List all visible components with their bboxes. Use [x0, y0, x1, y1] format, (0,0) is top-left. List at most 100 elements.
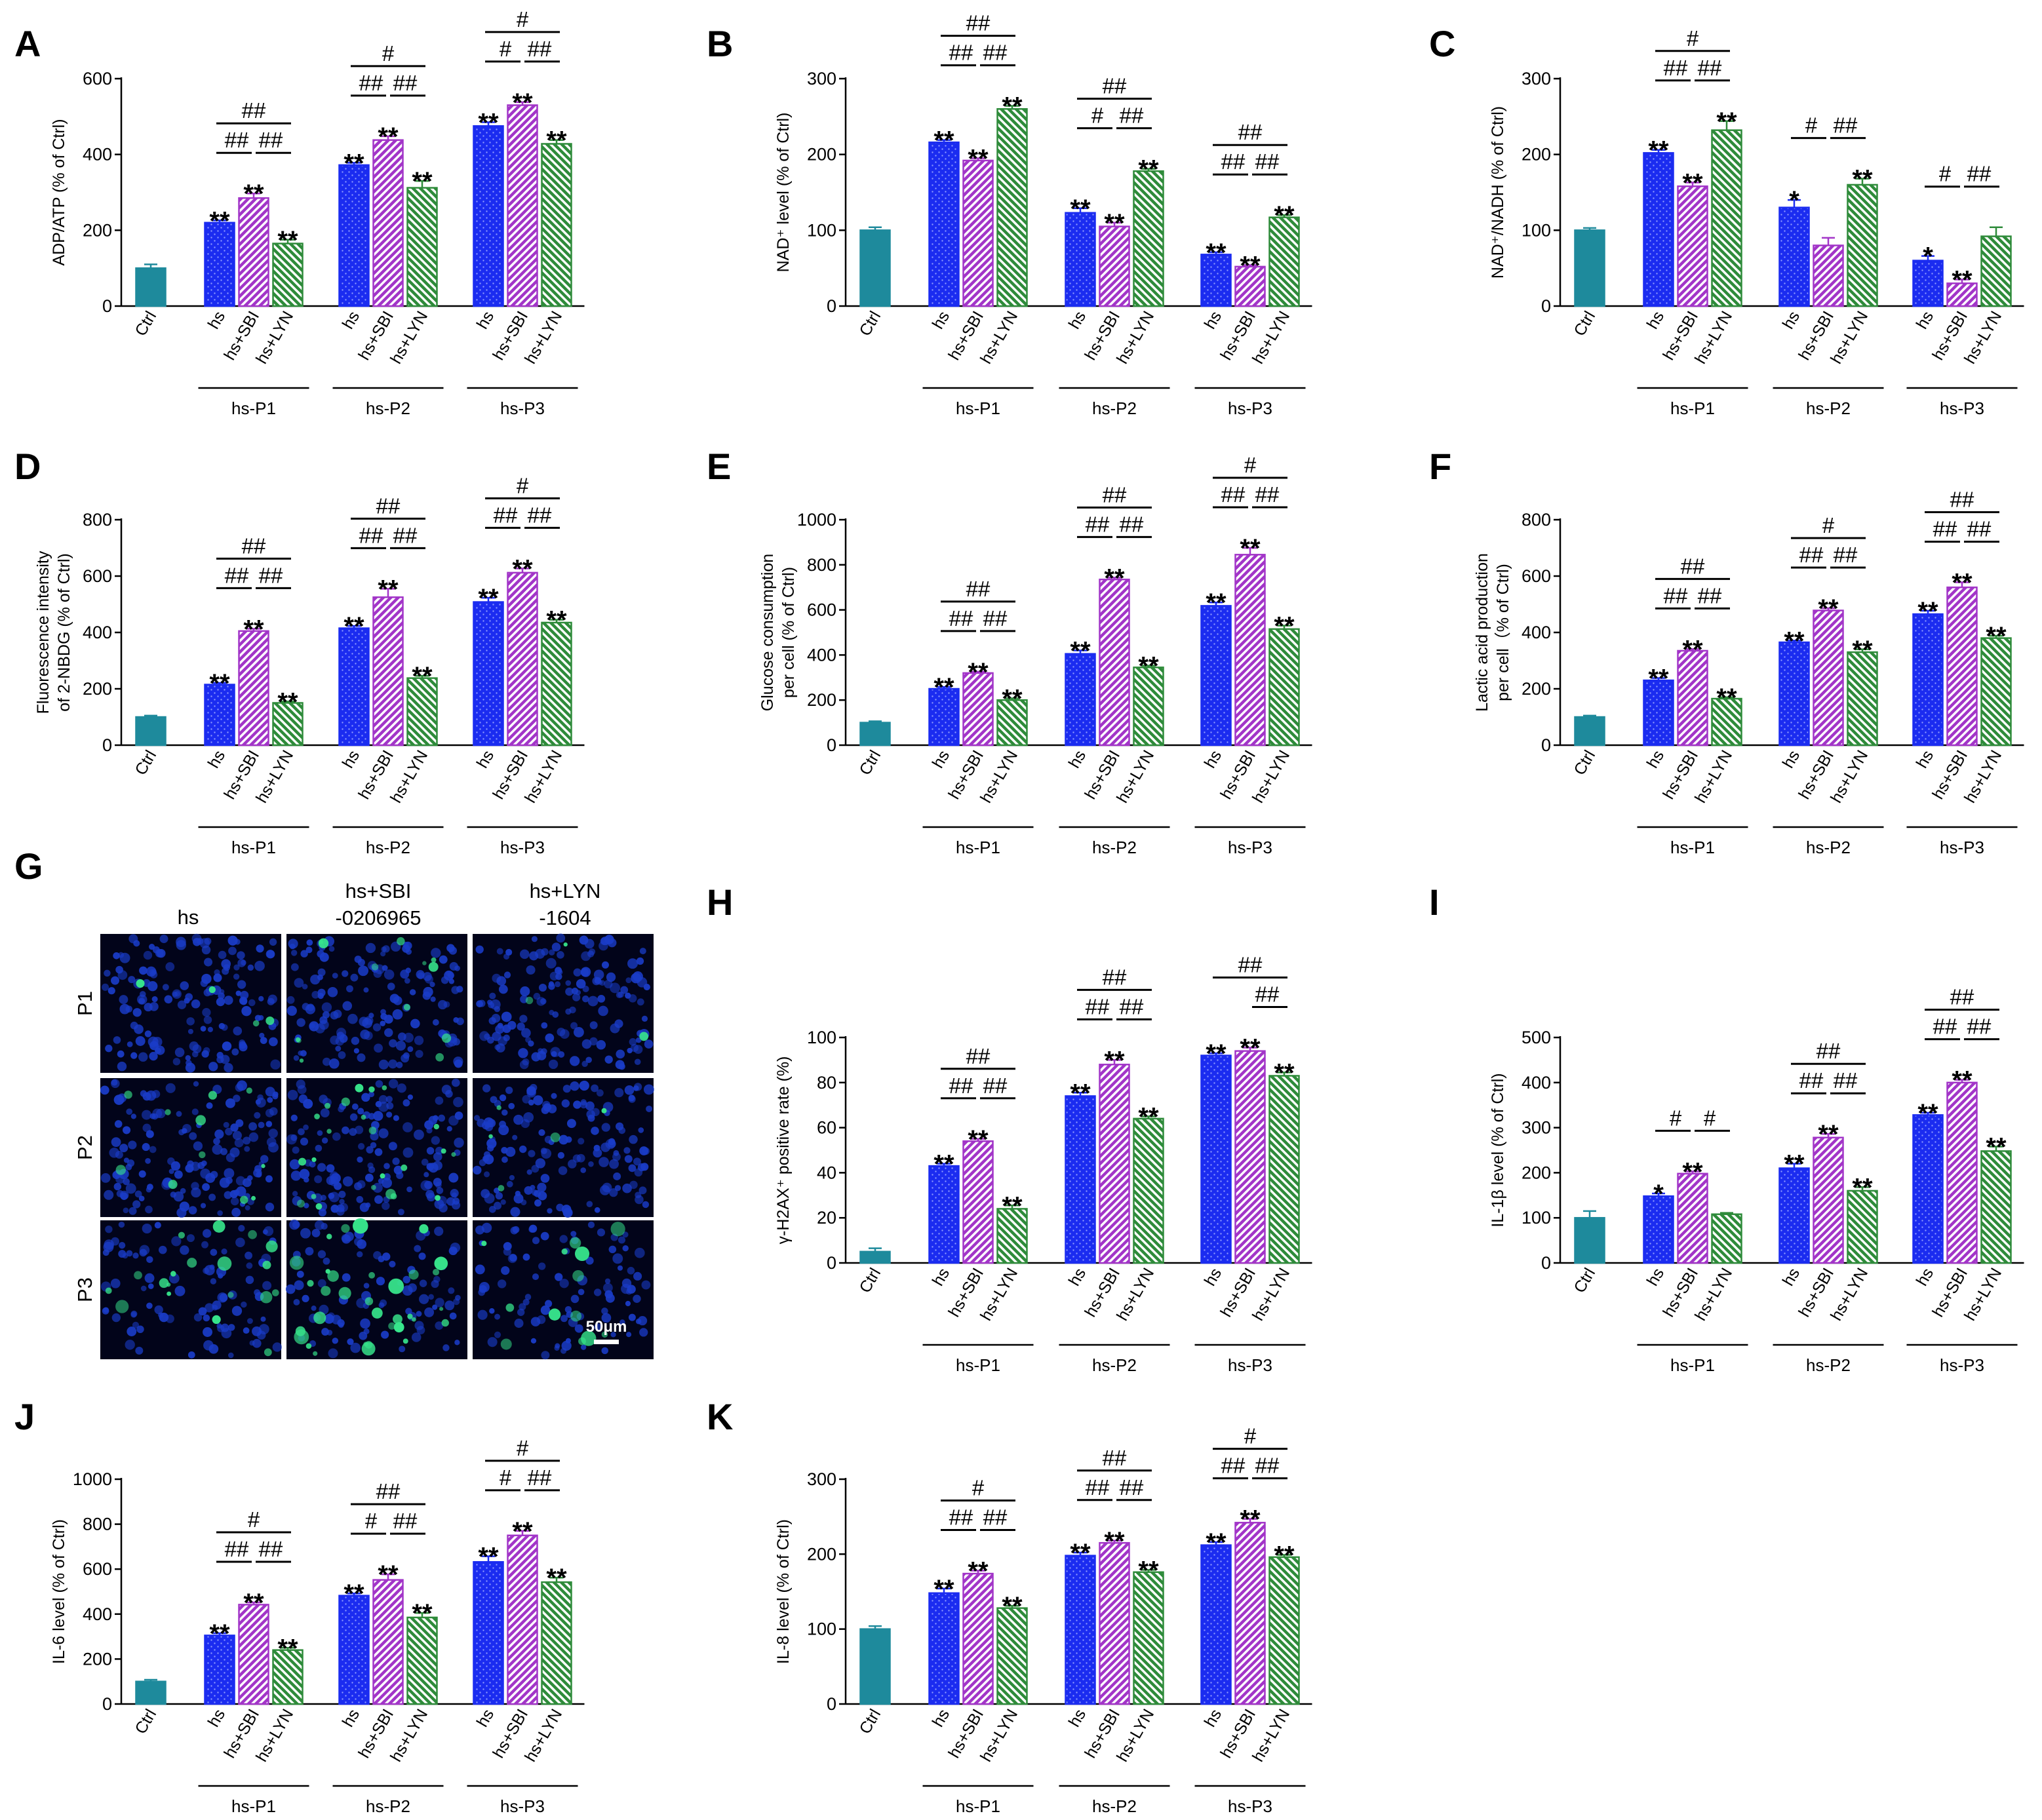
nucleus-dot	[500, 1199, 506, 1205]
nucleus-dot	[403, 1099, 410, 1107]
nucleus-dot	[399, 1346, 406, 1353]
bar-hs-sbi	[1099, 1064, 1130, 1264]
nucleus-dot	[597, 1228, 606, 1237]
bar-ctrl	[859, 1628, 891, 1705]
gamma-h2ax-foci	[168, 1180, 178, 1190]
nucleus-dot	[219, 1177, 230, 1188]
nucleus-dot	[342, 1126, 349, 1134]
nucleus-dot	[614, 1019, 623, 1028]
bar-hs-sbi	[1677, 185, 1708, 307]
nucleus-dot	[392, 1157, 400, 1165]
gamma-h2ax-foci	[428, 961, 439, 972]
significance-star: **	[1138, 652, 1159, 681]
hash-label: ##	[1120, 512, 1144, 536]
nucleus-dot	[435, 1182, 442, 1189]
nucleus-dot	[565, 1008, 572, 1015]
nucleus-dot	[176, 937, 186, 948]
x-category-label: hs	[1779, 308, 1803, 332]
significance-star: **	[968, 1125, 989, 1154]
nucleus-dot	[453, 1056, 463, 1067]
nucleus-dot	[205, 1303, 214, 1313]
nucleus-dot	[240, 997, 248, 1005]
group-label: hs-P2	[1806, 838, 1851, 857]
nucleus-dot	[560, 1347, 567, 1354]
hash-label: ##	[966, 577, 991, 601]
hash-label: ##	[1086, 1475, 1110, 1500]
bar-hs	[1065, 1555, 1096, 1705]
y-axis-label: of 2-NBDG (% of Ctrl)	[55, 553, 73, 712]
group-label: hs-P3	[1228, 398, 1272, 418]
nucleus-dot	[119, 1242, 126, 1249]
significance-star: **	[546, 126, 567, 155]
nucleus-dot	[642, 1201, 650, 1209]
bar-hs-lyn	[1980, 235, 2012, 307]
hash-label: ##	[359, 71, 383, 95]
y-axis-label: NAD⁺ level (% of Ctrl)	[774, 113, 793, 273]
nucleus-dot	[368, 1113, 376, 1120]
gamma-h2ax-foci	[115, 1300, 129, 1313]
bar-hs-sbi	[1234, 265, 1266, 307]
bar-hs-sbi	[1099, 225, 1130, 307]
nucleus-dot	[585, 1256, 594, 1265]
gamma-h2ax-foci	[260, 1290, 273, 1304]
hash-label: ##	[983, 1505, 1008, 1529]
nucleus-dot	[241, 1006, 252, 1016]
nucleus-dot	[357, 959, 365, 967]
nucleus-dot	[439, 955, 448, 964]
gamma-h2ax-foci	[326, 1129, 332, 1134]
nucleus-dot	[149, 1001, 159, 1011]
nucleus-dot	[395, 1040, 406, 1051]
bar-hs-sbi	[507, 1534, 538, 1705]
nucleus-dot	[497, 1022, 503, 1029]
hash-label: #	[1687, 26, 1699, 50]
nucleus-dot	[493, 1201, 502, 1210]
significance-star: **	[1274, 201, 1295, 230]
gamma-h2ax-foci	[325, 1269, 330, 1274]
y-tick-label: 400	[83, 623, 112, 642]
nucleus-dot	[235, 1237, 245, 1248]
nucleus-dot	[267, 1096, 273, 1103]
nucleus-dot	[431, 1279, 439, 1288]
nucleus-dot	[367, 1162, 374, 1169]
nucleus-dot	[409, 989, 416, 996]
hash-label: ##	[1255, 482, 1280, 507]
hash-label: ##	[393, 71, 418, 95]
group-label: hs-P2	[366, 838, 410, 857]
nucleus-dot	[530, 1338, 537, 1344]
nucleus-dot	[646, 1105, 653, 1112]
nucleus-dot	[435, 1321, 444, 1330]
nucleus-dot	[477, 1118, 486, 1127]
nucleus-dot	[388, 1059, 398, 1069]
nucleus-dot	[265, 950, 275, 959]
nucleus-dot	[403, 1147, 414, 1158]
nucleus-dot	[189, 1041, 199, 1051]
nucleus-dot	[254, 961, 265, 971]
group-label: hs-P2	[1092, 398, 1137, 418]
nucleus-dot	[317, 1163, 326, 1172]
gamma-h2ax-foci	[411, 1317, 416, 1322]
nucleus-dot	[593, 969, 604, 980]
nucleus-dot	[357, 1156, 363, 1163]
nucleus-dot	[545, 958, 557, 969]
gamma-h2ax-foci	[382, 1085, 387, 1091]
nucleus-dot	[414, 1129, 424, 1140]
nucleus-dot	[481, 1222, 492, 1233]
nucleus-dot	[201, 973, 212, 984]
nucleus-dot	[453, 1096, 463, 1108]
nucleus-dot	[138, 1052, 148, 1062]
nucleus-dot	[203, 1268, 209, 1274]
bar-ctrl	[859, 1250, 891, 1264]
significance-star: **	[1648, 665, 1669, 693]
nucleus-dot	[305, 1004, 316, 1015]
nucleus-dot	[378, 1094, 388, 1104]
nucleus-dot	[187, 1028, 193, 1034]
y-tick-label: 600	[83, 566, 112, 586]
nucleus-dot	[582, 985, 589, 992]
nucleus-dot	[104, 969, 111, 977]
nucleus-dot	[259, 1032, 265, 1039]
y-tick-label: 0	[102, 735, 112, 755]
hash-label: ##	[242, 98, 266, 123]
hash-label: ##	[1086, 512, 1110, 536]
hash-label: ##	[528, 37, 552, 61]
gamma-h2ax-foci	[397, 937, 405, 946]
